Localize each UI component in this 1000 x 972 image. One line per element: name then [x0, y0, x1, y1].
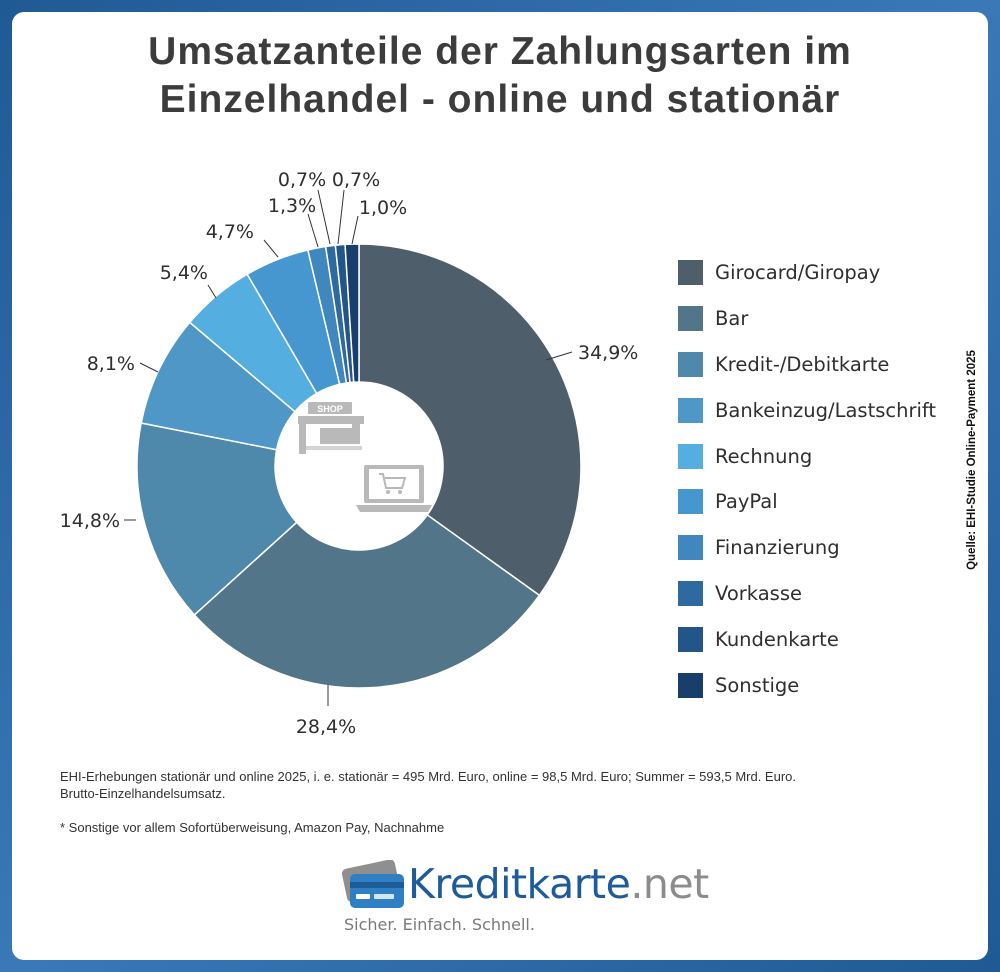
legend-label: Finanzierung	[715, 536, 840, 560]
page-title: Umsatzanteile der Zahlungsarten im Einze…	[0, 28, 1000, 124]
legend-label: Kredit-/Debitkarte	[715, 352, 890, 376]
legend-swatch	[678, 397, 703, 423]
shop-sign-text: SHOP	[317, 404, 343, 414]
slice-girocard-giropay	[358, 243, 582, 597]
value-label: 1,3%	[268, 195, 316, 217]
legend-item: Sonstige	[678, 662, 978, 708]
legend-label: Bankeinzug/Lastschrift	[715, 398, 937, 422]
value-label: 34,9%	[578, 342, 638, 364]
legend-swatch	[678, 626, 703, 652]
legend-swatch	[678, 672, 703, 698]
legend-swatch	[678, 489, 703, 515]
logo-tld: .net	[630, 860, 709, 908]
center-illustration: SHOP	[298, 402, 432, 512]
legend-item: Kundenkarte	[678, 616, 978, 662]
legend-item: Girocard/Giropay	[678, 250, 978, 296]
logo-tagline: Sicher. Einfach. Schnell.	[344, 915, 535, 934]
credit-card-icon	[341, 860, 404, 908]
legend-swatch	[678, 306, 703, 332]
legend-label: Vorkasse	[715, 581, 802, 605]
legend-swatch	[678, 260, 703, 286]
value-label: 28,4%	[296, 716, 356, 738]
legend-swatch	[678, 535, 703, 561]
legend-swatch	[678, 443, 703, 469]
leader-line	[317, 189, 331, 245]
value-label: 14,8%	[60, 510, 120, 532]
legend-label: Sonstige	[715, 673, 800, 697]
legend-swatch	[678, 580, 703, 606]
legend-swatch	[678, 351, 703, 377]
legend-item: Bar	[678, 296, 978, 342]
legend-label: PayPal	[715, 490, 778, 514]
slice-bar	[193, 513, 541, 689]
leader-line	[337, 189, 345, 245]
legend-label: Rechnung	[715, 444, 813, 468]
footnote: EHI-Erhebungen stationär und online 2025…	[60, 768, 940, 836]
leader-line	[351, 215, 359, 245]
value-label: 0,7%	[278, 169, 326, 191]
legend-item: Bankeinzug/Lastschrift	[678, 387, 978, 433]
leader-line	[545, 351, 573, 361]
shop-icon: SHOP	[298, 402, 364, 454]
title-line-1: Umsatzanteile der Zahlungsarten im	[148, 30, 852, 73]
legend-label: Bar	[715, 307, 749, 331]
value-label: 8,1%	[87, 353, 135, 375]
legend-label: Girocard/Giropay	[715, 261, 881, 285]
footnote-line-1: EHI-Erhebungen stationär und online 2025…	[60, 769, 796, 784]
slice-sonstige	[344, 243, 360, 383]
value-label: 1,0%	[359, 197, 407, 219]
kreditkarte-logo[interactable]: Kreditkarte.net Sicher. Einfach. Schnell…	[330, 860, 710, 940]
legend-item: Kredit-/Debitkarte	[678, 342, 978, 388]
leader-line	[307, 213, 319, 248]
slice-kredit-debitkarte	[136, 422, 298, 616]
source-note: Quelle: EHI-Studie Online-Payment 2025	[966, 350, 978, 570]
legend-item: Vorkasse	[678, 571, 978, 617]
logo-brand: Kreditkarte	[408, 860, 631, 908]
leader-line	[139, 362, 159, 373]
leader-line	[263, 239, 279, 258]
leader-line	[207, 284, 217, 299]
legend-item: PayPal	[678, 479, 978, 525]
logo-wordmark: Kreditkarte.net	[408, 860, 709, 908]
value-label: 0,7%	[332, 169, 380, 191]
legend-item: Rechnung	[678, 433, 978, 479]
footnote-line-2: Brutto-Einzelhandelsumsatz.	[60, 786, 226, 801]
legend-item: Finanzierung	[678, 525, 978, 571]
value-label: 4,7%	[206, 221, 254, 243]
footnote-line-3: * Sonstige vor allem Sofortüberweisung, …	[60, 820, 445, 835]
legend-label: Kundenkarte	[715, 627, 839, 651]
chart-legend: Girocard/Giropay Bar Kredit-/Debitkarte Ban…	[678, 250, 978, 708]
laptop-cart-icon	[356, 465, 432, 512]
title-line-2: Einzelhandel - online und stationär	[159, 78, 841, 121]
value-label: 5,4%	[160, 262, 208, 284]
